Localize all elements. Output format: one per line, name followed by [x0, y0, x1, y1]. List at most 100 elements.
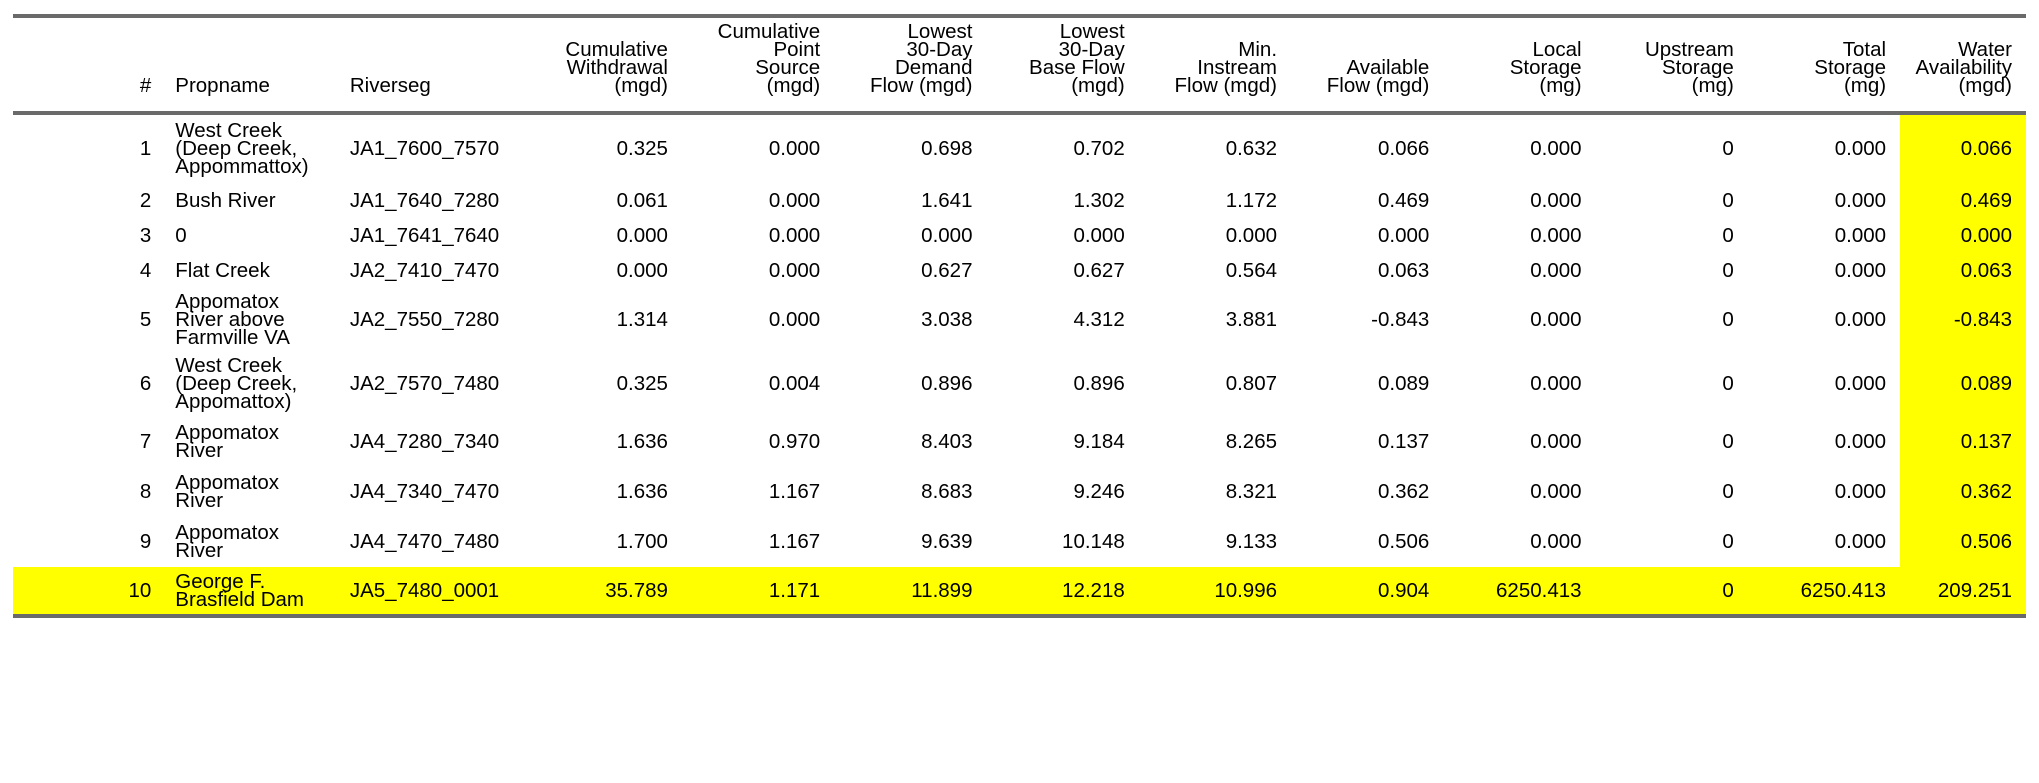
header-line: Withdrawal	[566, 56, 668, 79]
cell-upstream-storage: 0	[1722, 188, 1734, 212]
cell-propname: Appomatox River	[175, 471, 279, 512]
cell-riverseg: JA4_7340_7470	[349, 480, 500, 503]
cell-water-availability: 0.469	[1900, 183, 2026, 218]
header-line: Cumulative	[565, 38, 668, 61]
cell-total-storage: 0.000	[1834, 259, 1887, 282]
cell-index: 3	[139, 223, 152, 247]
cell-lowest-30day-demand-flow: 3.038	[921, 308, 973, 331]
cell-lowest-30day-demand-flow: 11.899	[834, 567, 987, 618]
cell-lowest-30day-base-flow: 0.702	[1073, 137, 1125, 160]
cell-min-instream-flow: 10.996	[1138, 567, 1292, 618]
header-line: 30-Day	[906, 38, 973, 61]
cell-upstream-storage: 0	[1722, 137, 1734, 160]
cell-available-flow: 0.904	[1291, 567, 1444, 618]
cell-local-storage: 0.000	[1530, 188, 1582, 212]
cell-lowest-30day-base-flow: 9.246	[1073, 480, 1125, 503]
header-index: #	[13, 14, 166, 115]
cell-cumulative-withdrawal: 0.000	[616, 223, 668, 247]
cell-upstream-storage: 0	[1595, 567, 1748, 618]
cell-upstream-storage: 0	[1722, 223, 1734, 247]
cell-lowest-30day-demand-flow: 0.698	[921, 137, 973, 160]
cell-min-instream-flow: 8.265	[1225, 430, 1278, 453]
table-row: 10 George F. Brasfield Dam JA5_7480_0001 35…	[13, 567, 2026, 618]
cell-min-instream-flow: 1.172	[1225, 188, 1278, 212]
cell-local-storage: 0.000	[1530, 137, 1582, 160]
header-line: 30-Day	[1058, 38, 1125, 61]
cell-lowest-30day-base-flow: 0.627	[1073, 259, 1125, 282]
header-line: Riverseg	[349, 74, 431, 97]
table-row: 9 Appomatox River JA4_7470_7480 1.700 1.167 9…	[13, 517, 2026, 567]
table-row: 7 Appomatox River JA4_7280_7340 1.636 0.970 8…	[13, 417, 2026, 467]
cell-upstream-storage: 0	[1722, 430, 1734, 453]
cell-index: 6	[139, 372, 152, 395]
cell-upstream-storage: 0	[1722, 308, 1734, 331]
cell-propname: West Creek (Deep Creek, Appommattox)	[175, 119, 309, 178]
cell-total-storage: 6250.413	[1747, 567, 1901, 618]
header-line: Flow (mgd)	[1326, 74, 1430, 97]
cell-available-flow: 0.137	[1377, 430, 1430, 453]
cell-lowest-30day-demand-flow: 0.000	[921, 223, 973, 247]
table-row: 4 Flat Creek JA2_7410_7470 0.000 0.000 0.627 0…	[13, 253, 2026, 289]
cell-total-storage: 0.000	[1834, 137, 1887, 160]
header-line: (mgd)	[1958, 74, 2012, 97]
cell-cumulative-withdrawal: 0.325	[616, 372, 668, 395]
cell-propname: Appomatox River	[175, 421, 279, 462]
cell-riverseg: JA2_7570_7480	[349, 372, 500, 395]
cell-water-availability: 0.362	[1900, 467, 2026, 517]
header-line: Point	[773, 38, 821, 61]
cell-cumulative-point-source: 1.171	[681, 567, 835, 618]
cell-min-instream-flow: 9.133	[1225, 530, 1278, 553]
cell-lowest-30day-base-flow: 0.000	[1073, 223, 1125, 247]
header-line: Cumulative	[717, 20, 821, 43]
cell-lowest-30day-demand-flow: 0.896	[921, 372, 973, 395]
cell-total-storage: 0.000	[1834, 308, 1887, 331]
header-row: # Propname Riverseg Cumulative Withdrawal (mg…	[13, 14, 2026, 115]
cell-lowest-30day-demand-flow: 9.639	[921, 530, 973, 553]
cell-min-instream-flow: 8.321	[1225, 480, 1278, 503]
cell-index: 1	[139, 137, 152, 160]
header-cumulative-withdrawal: Cumulative Withdrawal (mgd)	[529, 14, 682, 115]
header-line: (mgd)	[1071, 74, 1125, 97]
header-line: Flow (mgd)	[1174, 74, 1278, 97]
header-cumulative-point-source: Cumulative Point Source (mgd)	[681, 14, 835, 115]
cell-lowest-30day-base-flow: 9.184	[1073, 430, 1125, 453]
header-line: (mg)	[1539, 74, 1582, 97]
cell-cumulative-point-source: 0.000	[768, 188, 821, 212]
cell-local-storage: 0.000	[1530, 372, 1582, 395]
cell-upstream-storage: 0	[1722, 259, 1734, 282]
header-line: (mgd)	[766, 74, 821, 97]
header-line: Storage	[1662, 56, 1734, 79]
header-line: Source	[755, 56, 821, 79]
cell-total-storage: 0.000	[1834, 480, 1887, 503]
cell-available-flow: 0.506	[1377, 530, 1430, 553]
header-line: Storage	[1509, 56, 1582, 79]
cell-cumulative-point-source: 0.004	[768, 372, 821, 395]
table-row: 1 West Creek (Deep Creek, Appommattox) JA1…	[13, 113, 2026, 183]
cell-water-availability: 209.251	[1900, 567, 2026, 618]
cell-available-flow: 0.089	[1377, 372, 1430, 395]
cell-riverseg: JA2_7410_7470	[349, 259, 500, 282]
cell-propname: 0	[175, 223, 187, 247]
cell-upstream-storage: 0	[1722, 372, 1734, 395]
table-row: 2 Bush River JA1_7640_7280 0.061 0.000 1.641 1…	[13, 183, 2026, 218]
cell-upstream-storage: 0	[1722, 530, 1734, 553]
cell-cumulative-point-source: 0.000	[768, 308, 821, 331]
header-min-instream-flow: Min. Instream Flow (mgd)	[1138, 14, 1292, 115]
water-availability-table: # Propname Riverseg Cumulative Withdrawal (mg…	[13, 14, 2026, 618]
cell-available-flow: 0.063	[1377, 259, 1430, 282]
cell-local-storage: 0.000	[1530, 259, 1582, 282]
header-line: Demand	[894, 56, 973, 79]
cell-lowest-30day-base-flow: 4.312	[1073, 308, 1125, 331]
header-line: Base Flow	[1029, 56, 1125, 79]
cell-lowest-30day-base-flow: 12.218	[986, 567, 1139, 618]
cell-water-availability: 0.000	[1900, 218, 2026, 253]
cell-min-instream-flow: 3.881	[1225, 308, 1278, 331]
cell-riverseg: JA1_7640_7280	[349, 188, 500, 212]
header-riverseg: Riverseg	[339, 14, 530, 115]
table-body: 1 West Creek (Deep Creek, Appommattox) JA1…	[13, 113, 2026, 618]
cell-cumulative-withdrawal: 0.000	[616, 259, 668, 282]
cell-index: 10	[13, 567, 166, 618]
header-upstream-storage: Upstream Storage (mg)	[1595, 14, 1748, 115]
table-row: 5 Appomatox River above Farmville VA JA2_7…	[13, 289, 2026, 351]
header-total-storage: Total Storage (mg)	[1747, 14, 1901, 115]
